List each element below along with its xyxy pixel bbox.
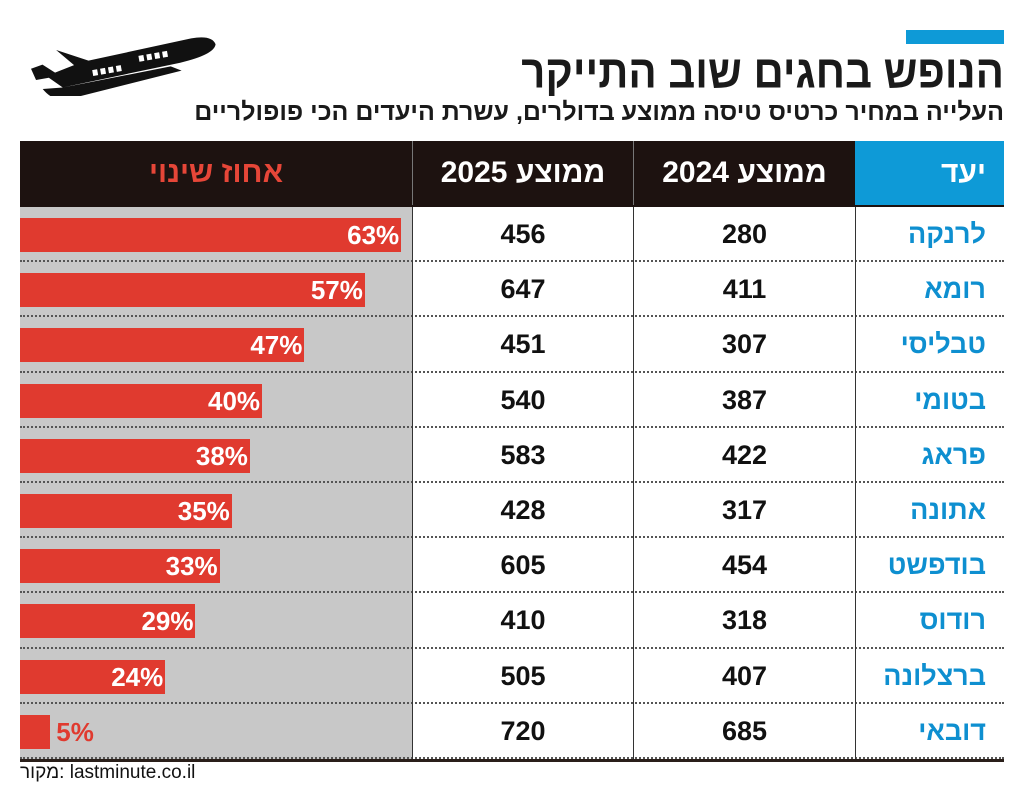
header-destination: יעד	[855, 141, 1004, 205]
destination-cell: לרנקה	[908, 219, 986, 249]
change-bar	[20, 383, 262, 418]
price-table: אחוז שינוי ממוצע 2025 ממוצע 2024 יעד 63%…	[20, 141, 1004, 762]
table-row: 24% 505 407 ברצלונה	[20, 649, 1004, 704]
accent-tab	[906, 30, 1004, 44]
avg-2025-cell: 647	[500, 274, 546, 305]
avg-2025-cell: 540	[500, 384, 546, 415]
table-row: 29% 410 318 רודוס	[20, 593, 1004, 649]
table-body: 63% 456 280 לרנקה 57% 647 411 רומא 47% 451 307 טבלי…	[20, 207, 1004, 762]
change-bar	[20, 273, 365, 308]
change-label: 33%	[165, 551, 218, 582]
destination-cell: ברצלונה	[883, 660, 986, 691]
avg-2024-cell: 387	[721, 384, 768, 415]
destination-cell: אתונה	[910, 495, 986, 525]
destination-cell: פראג	[921, 439, 986, 470]
column-divider	[412, 207, 413, 759]
table-row: 47% 451 307 טבליסי	[20, 317, 1004, 373]
avg-2025-cell: 428	[500, 495, 546, 525]
header-avg-2024: ממוצע 2024	[662, 156, 827, 189]
change-label: 29%	[141, 606, 194, 637]
table-row: 38% 583 422 פראג	[20, 428, 1004, 483]
destination-cell: טבליסי	[900, 329, 986, 360]
avg-2025-cell: 720	[500, 715, 546, 746]
table-row: 40% 540 387 בטומי	[20, 373, 1004, 428]
column-divider	[855, 207, 856, 759]
page-title: הנופש בחגים שוב התייקר	[521, 45, 1004, 98]
change-bar	[20, 438, 250, 473]
change-bar	[20, 328, 305, 363]
change-label: 63%	[347, 220, 400, 250]
change-label: 47%	[250, 330, 303, 361]
avg-2025-cell: 605	[500, 550, 546, 581]
change-label: 5%	[56, 716, 94, 747]
change-label: 38%	[195, 440, 248, 471]
avg-2024-cell: 422	[721, 439, 768, 470]
destination-cell: דובאי	[918, 715, 986, 746]
avg-2025-cell: 456	[500, 219, 546, 249]
table-header: אחוז שינוי ממוצע 2025 ממוצע 2024 יעד	[20, 141, 1004, 207]
header-change: אחוז שינוי	[148, 156, 284, 189]
change-bar	[20, 218, 402, 252]
change-label: 40%	[208, 385, 261, 416]
change-bar	[20, 549, 220, 584]
avg-2025-cell: 505	[500, 660, 546, 691]
destination-cell: בטומי	[914, 384, 986, 415]
table-row: 33% 605 454 בודפשט	[20, 538, 1004, 594]
header-avg-2025: ממוצע 2025	[440, 156, 606, 189]
avg-2024-cell: 454	[721, 550, 768, 581]
page-subtitle: העלייה במחיר כרטיס טיסה ממוצע בדולרים, ע…	[194, 98, 1004, 126]
destination-cell: רומא	[924, 274, 986, 305]
change-label: 35%	[177, 496, 230, 526]
avg-2024-cell: 280	[721, 219, 768, 249]
table-row: 63% 456 280 לרנקה	[20, 207, 1004, 263]
avg-2024-cell: 411	[722, 274, 767, 305]
change-bar	[20, 494, 232, 528]
table-row: 5% 720 685 דובאי	[20, 704, 1004, 759]
avg-2024-cell: 307	[721, 329, 768, 360]
table-row: 35% 428 317 אתונה	[20, 483, 1004, 539]
change-bar	[20, 659, 166, 694]
destination-cell: בודפשט	[887, 550, 986, 581]
avg-2025-cell: 410	[500, 605, 546, 636]
avg-2024-cell: 318	[721, 605, 768, 636]
change-label: 57%	[310, 275, 363, 306]
change-bar	[20, 714, 51, 749]
avg-2025-cell: 451	[500, 329, 546, 360]
airplane-icon	[31, 37, 216, 96]
source-note: מקור: lastminute.co.il	[20, 762, 196, 783]
change-bar	[20, 604, 196, 639]
table-row: 57% 647 411 רומא	[20, 262, 1004, 318]
change-label: 24%	[111, 661, 164, 692]
avg-2024-cell: 685	[721, 715, 768, 746]
avg-2025-cell: 583	[500, 439, 546, 470]
destination-cell: רודוס	[919, 605, 986, 636]
avg-2024-cell: 407	[721, 660, 768, 691]
column-divider	[633, 207, 634, 759]
avg-2024-cell: 317	[721, 495, 768, 525]
